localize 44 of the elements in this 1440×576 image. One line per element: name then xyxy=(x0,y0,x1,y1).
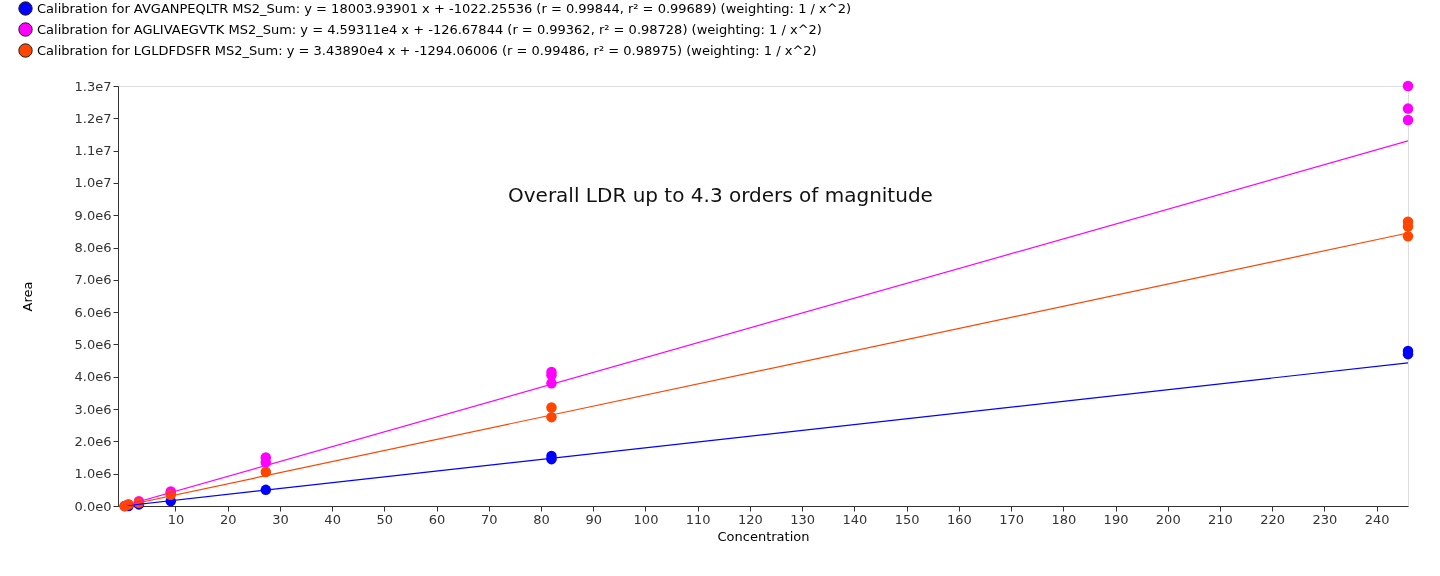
y-tick-label: 6.0e6 xyxy=(74,304,112,320)
x-tick-label: 110 xyxy=(685,511,711,527)
x-tick-label: 220 xyxy=(1260,511,1286,527)
legend-label: Calibration for LGLDFDSFR MS2_Sum: y = 3.43890e4 x + -1294.06006 (r = 0.99486, r² = 0.98975) (weighting: 1 / x^2) xyxy=(37,42,817,58)
y-tick-label: 4.0e6 xyxy=(74,369,112,385)
x-tick-label: 50 xyxy=(376,511,394,527)
x-tick-label: 200 xyxy=(1155,511,1181,527)
x-tick-label: 10 xyxy=(167,511,185,527)
x-tick-label: 80 xyxy=(533,511,550,527)
x-tick-label: 120 xyxy=(738,511,763,527)
x-tick-label: 210 xyxy=(1208,511,1233,527)
x-tick-label: 240 xyxy=(1364,511,1390,527)
x-tick-label: 160 xyxy=(946,511,972,527)
y-tick-label: 2.0e6 xyxy=(74,433,112,449)
y-tick-label: 8.0e6 xyxy=(74,240,112,256)
legend-label: Calibration for AVGANPEQLTR MS2_Sum: y = 18003.93901 x + -1022.25536 (r = 0.99844, r² = 0.99689) (weighting: 1 / x^2) xyxy=(37,0,851,16)
x-tick-label: 130 xyxy=(790,511,816,527)
x-tick-label: 70 xyxy=(481,511,498,527)
y-tick-label: 1.1e7 xyxy=(74,143,112,159)
y-tick-label: 3.0e6 xyxy=(74,401,112,417)
x-tick-label: 20 xyxy=(219,511,237,527)
y-tick-label: 0.0e0 xyxy=(74,498,112,514)
legend-label: Calibration for AGLIVAEGVTK MS2_Sum: y = 4.59311e4 x + -126.67844 (r = 0.99362, r² = 0.98728) (weighting: 1 / x^2) xyxy=(37,21,822,37)
y-tick-label: 1.0e6 xyxy=(74,466,112,482)
x-tick-label: 230 xyxy=(1312,511,1338,527)
x-tick-label: 140 xyxy=(842,511,868,527)
x-tick-label: 180 xyxy=(1051,511,1077,527)
y-tick-label: 1.0e7 xyxy=(74,175,112,191)
x-tick-label: 100 xyxy=(633,511,659,527)
x-tick-label: 30 xyxy=(272,511,289,527)
x-tick-label: 170 xyxy=(999,511,1024,527)
x-tick-label: 150 xyxy=(894,511,920,527)
x-tick-label: 90 xyxy=(585,511,603,527)
annotation: Overall LDR up to 4.3 orders of magnitude xyxy=(508,183,933,207)
x-tick-label: 60 xyxy=(428,511,446,527)
y-axis-title: Area xyxy=(19,281,35,312)
y-tick-label: 9.0e6 xyxy=(74,207,112,223)
x-tick-label: 40 xyxy=(324,511,341,527)
y-tick-label: 7.0e6 xyxy=(74,272,112,288)
y-tick-label: 1.2e7 xyxy=(74,110,112,126)
y-tick-label: 1.3e7 xyxy=(74,78,112,94)
y-tick-label: 5.0e6 xyxy=(74,336,112,352)
x-tick-label: 190 xyxy=(1103,511,1129,527)
x-axis-title: Concentration xyxy=(717,528,810,544)
